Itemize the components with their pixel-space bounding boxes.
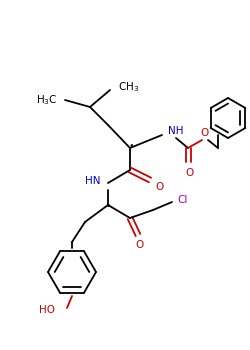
- Text: NH: NH: [168, 126, 184, 136]
- Text: Cl: Cl: [177, 195, 188, 205]
- Text: HN: HN: [84, 176, 100, 186]
- Text: CH$_3$: CH$_3$: [118, 80, 139, 94]
- Text: O: O: [136, 240, 144, 250]
- Text: HO: HO: [39, 305, 55, 315]
- Text: O: O: [155, 182, 163, 192]
- Text: H$_3$C: H$_3$C: [36, 93, 58, 107]
- Text: O: O: [200, 128, 208, 138]
- Text: O: O: [185, 168, 193, 178]
